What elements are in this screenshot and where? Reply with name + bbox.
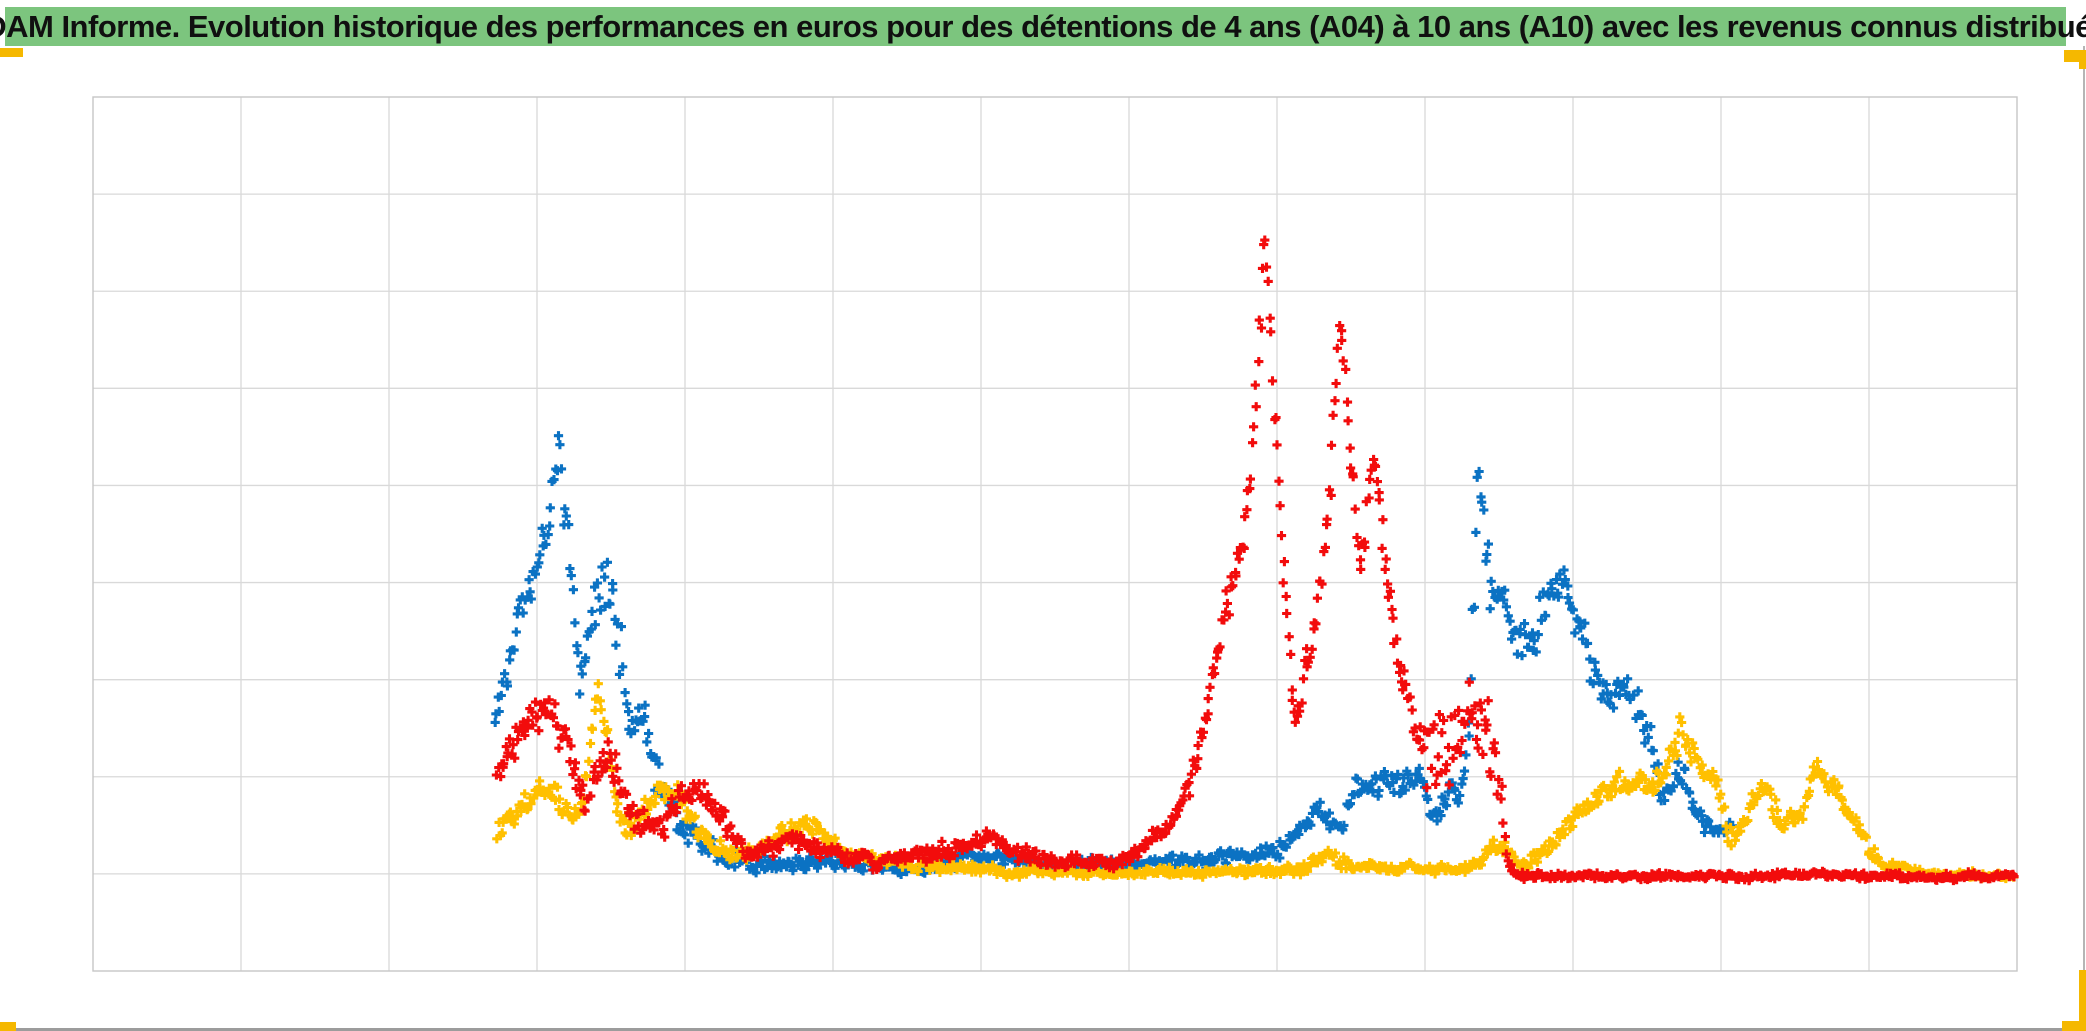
- selection-corner-bottom-right-vertical: [2079, 970, 2086, 1031]
- chart-title-bar: ADAM Informe. Evolution historique des p…: [0, 7, 2086, 46]
- selection-corner-bottom-right-horizontal: [2062, 1021, 2086, 1031]
- series-red-points: [491, 235, 2019, 886]
- gridlines: [93, 97, 2017, 971]
- selection-corner-top-left: [0, 48, 23, 57]
- chart-title-text: ADAM Informe. Evolution historique des p…: [0, 8, 2086, 44]
- selection-corner-top-right-tail: [2079, 50, 2086, 69]
- window-border-bottom: [0, 1028, 2086, 1031]
- window-border-right: [2083, 46, 2085, 1031]
- selection-corner-bottom-left: [0, 1022, 16, 1031]
- plot-area-border: [92, 96, 2018, 972]
